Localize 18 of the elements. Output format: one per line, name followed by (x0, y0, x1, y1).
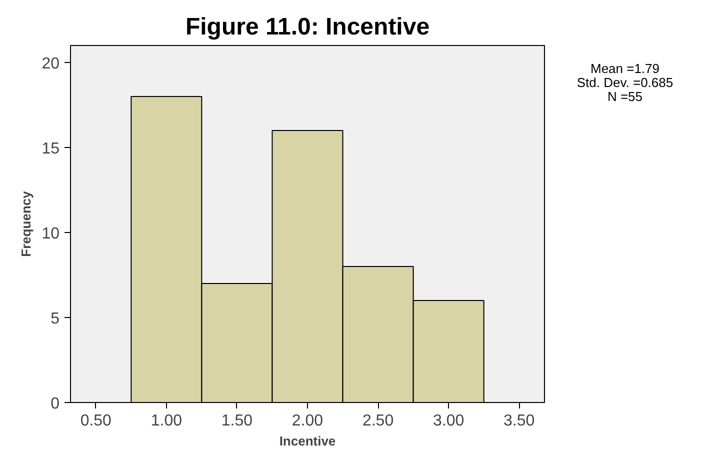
x-tick-label: 3.00 (433, 412, 464, 430)
x-tick-label: 1.50 (221, 412, 253, 430)
text: N =55 (607, 89, 643, 104)
y-axis-title: Frequency (18, 190, 34, 257)
x-tick-label: 2.50 (362, 412, 394, 430)
x-axis-title: Incentive (279, 434, 336, 448)
text: Mean =1.79 (590, 61, 660, 76)
x-tick-label: 1.00 (150, 412, 182, 430)
x-tick-label: 0.50 (80, 412, 112, 430)
x-tick-label: 2.00 (292, 412, 324, 430)
y-tick-label: 15 (42, 140, 60, 158)
y-tick-label: 20 (42, 56, 60, 72)
chart-title: Figure 11.0: Incentive (185, 14, 430, 40)
y-tick-label: 5 (50, 310, 60, 328)
y-tick-label: 10 (42, 226, 60, 242)
text: Std. Dev. =0.685 (576, 75, 674, 90)
y-tick-label: 0 (50, 396, 60, 412)
x-tick-label: 3.50 (504, 412, 535, 430)
